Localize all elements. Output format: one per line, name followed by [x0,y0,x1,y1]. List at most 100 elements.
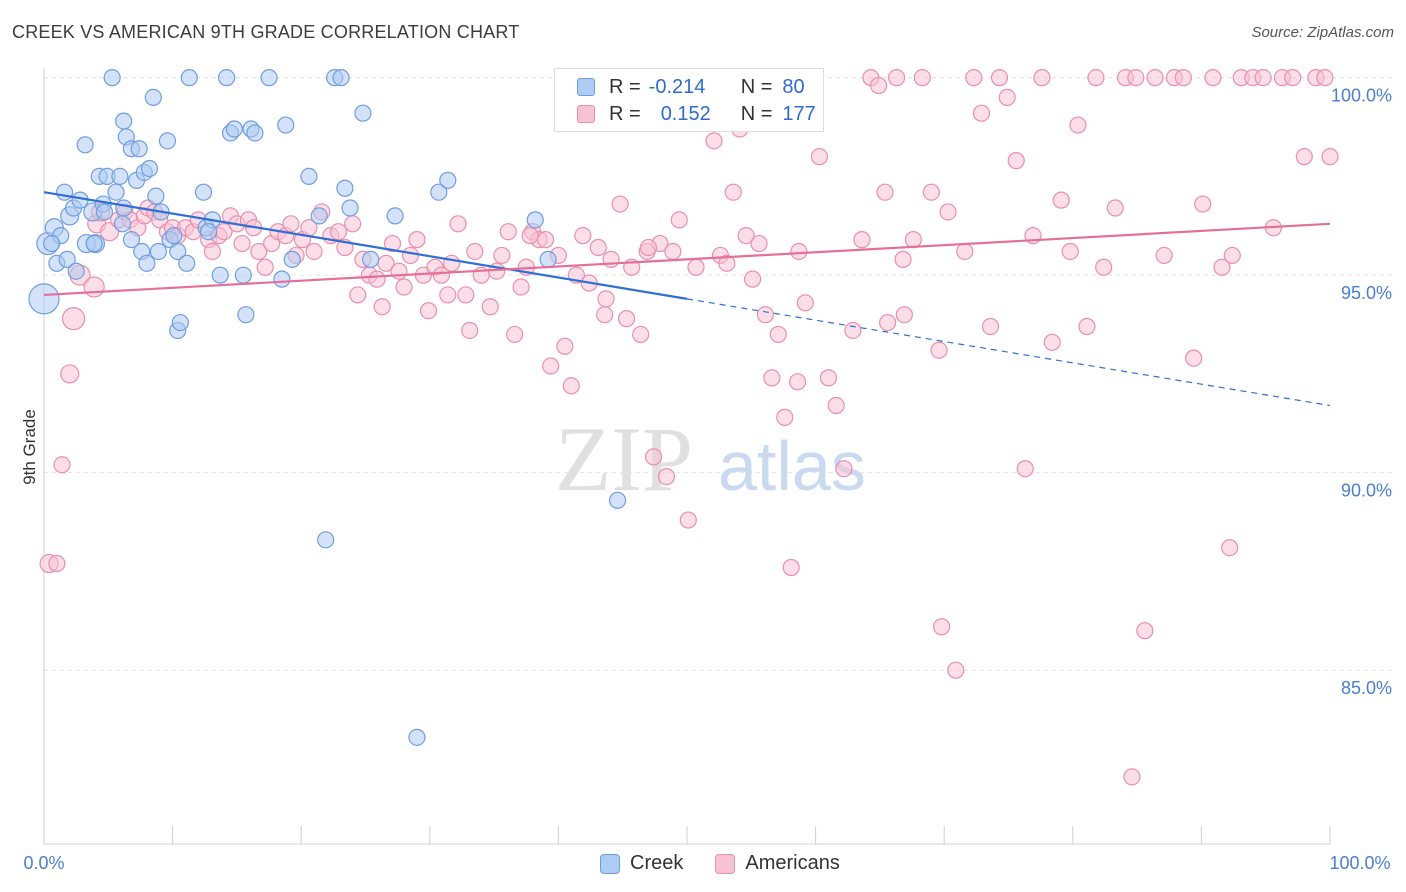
americans-point [1127,69,1145,87]
x-tick-label-max: 100.0% [1329,853,1390,873]
americans-point [305,242,323,261]
americans-point [790,242,808,261]
americans-point [913,69,931,87]
creek-point [273,270,291,288]
americans-point [835,460,853,478]
americans-point [48,554,66,573]
americans-point [1223,246,1241,265]
legend-r-value-americans: 0.152 [660,102,711,125]
legend-swatch-americans [577,105,595,123]
americans-point [1204,69,1222,87]
americans-point [282,215,300,233]
americans-point [349,286,367,304]
y-tick-label: 100.0% [1331,86,1392,106]
americans-point [827,396,845,415]
americans-point [1095,258,1113,276]
americans-point [756,306,775,324]
creek-trend-line [43,191,688,300]
legend-swatch-creek [600,853,620,874]
americans-point [457,286,475,304]
americans-point [562,377,580,395]
creek-point [211,266,229,284]
americans-point [879,313,897,332]
creek-point [67,262,85,280]
americans-point [617,310,636,328]
creek-point [310,207,328,225]
axis-layer [43,68,1331,845]
americans-point [894,250,912,268]
americans-point [1087,69,1105,87]
americans-point [743,270,762,288]
creek-point [332,69,350,87]
americans-point [947,661,965,679]
stats-legend: R = -0.214 N = 80 R = 0.152 N = 177 [554,68,824,132]
creek-point [171,313,189,332]
americans-point [344,215,362,233]
americans-point [1123,768,1141,786]
legend-n-value-americans: 177 [782,102,816,125]
legend-r-value-creek: -0.214 [648,75,706,98]
americans-point [203,242,222,261]
americans-point [395,278,413,296]
americans-point [611,195,629,213]
y-tick-label: 95.0% [1341,283,1392,303]
americans-point [449,215,467,233]
creek-point [194,183,213,201]
americans-point [439,286,457,304]
americans-trend-line [43,222,1331,297]
americans-point [1295,148,1313,166]
americans-point [1284,69,1302,87]
americans-point [769,325,787,344]
americans-point [1155,246,1173,265]
creek-point [283,250,301,268]
legend-swatch-creek [577,78,595,96]
creek-point [362,250,380,268]
legend-row-creek: R = -0.214 N = 80 [577,74,805,100]
creek-point [165,227,183,245]
creek-point [277,116,295,134]
creek-trend-extension [686,298,1331,407]
americans-point [763,369,781,387]
americans-point [810,148,829,166]
americans-point [408,231,426,249]
legend-item-creek[interactable]: Creek [600,852,683,875]
creek-point [107,183,125,201]
americans-point [639,238,658,257]
watermark-zip: ZIP [555,408,693,510]
americans-point [499,223,517,241]
y-tick-label: 90.0% [1341,481,1392,501]
americans-point [981,317,1000,336]
americans-point [930,341,948,359]
legend-n-label: N = [740,75,773,98]
americans-point [998,88,1016,107]
legend-label-americans: Americans [745,852,840,874]
creek-point [149,242,168,261]
creek-point [178,254,196,272]
americans-point [493,246,511,265]
americans-point [670,211,688,229]
americans-point [1316,69,1334,87]
americans-point [876,183,894,201]
americans-point [1078,317,1096,336]
creek-point [144,88,162,107]
americans-point [1061,242,1079,261]
creek-point [317,531,335,549]
creek-point [386,207,404,225]
creek-point [408,728,426,746]
legend-swatch-americans [715,853,736,874]
americans-point [1185,349,1203,367]
americans-point [679,511,697,529]
legend-label-creek: Creek [630,852,684,874]
creek-point [439,171,457,189]
legend-item-americans[interactable]: Americans [715,852,840,875]
creek-point [300,167,318,186]
legend-r-label: R = [609,102,641,125]
americans-point [705,132,723,150]
creek-point [130,140,148,158]
americans-point [904,231,922,249]
series-legend: Creek Americans [600,852,872,875]
points-layer [28,69,1339,786]
americans-point [390,262,408,280]
americans-point [632,325,650,344]
creek-point [526,211,544,229]
